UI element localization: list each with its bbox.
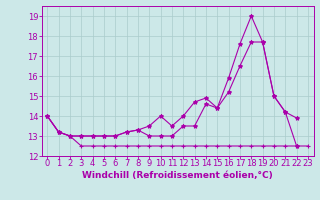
X-axis label: Windchill (Refroidissement éolien,°C): Windchill (Refroidissement éolien,°C) (82, 171, 273, 180)
